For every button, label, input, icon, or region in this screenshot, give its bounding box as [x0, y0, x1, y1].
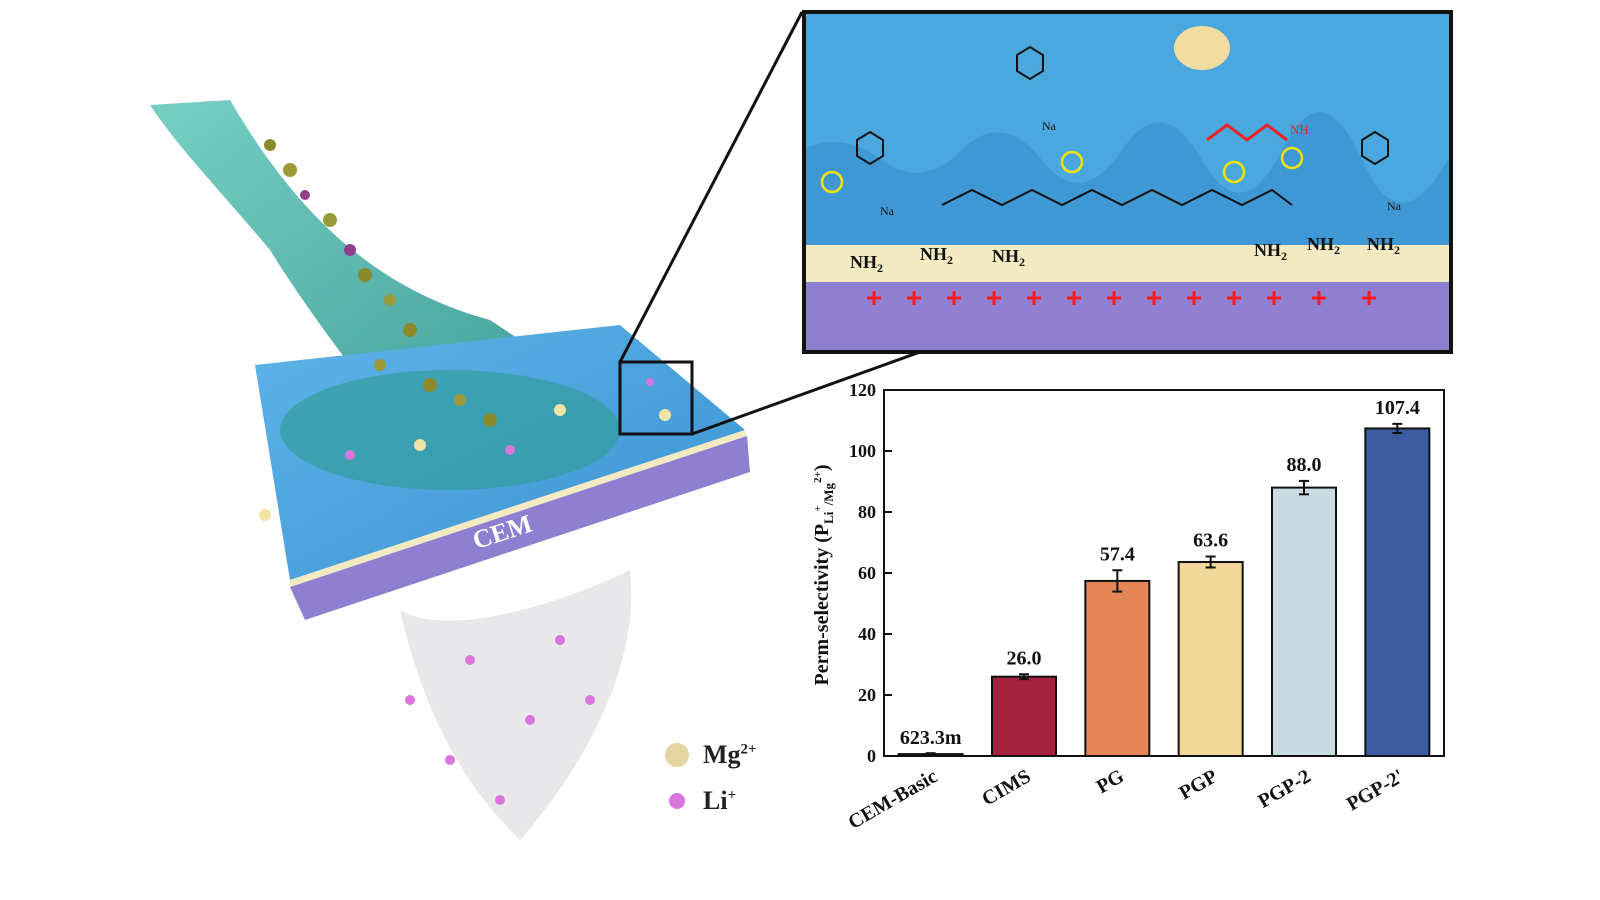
mg-ion-icon — [665, 743, 689, 767]
splash — [280, 370, 620, 490]
y-tick-label: 120 — [849, 380, 876, 400]
bars — [897, 427, 1431, 758]
plot-frame — [883, 389, 1445, 757]
y-tick-label: 60 — [858, 563, 876, 583]
bar — [1084, 579, 1151, 757]
negative-charge-markers — [820, 146, 1304, 194]
svg-text:NH2: NH2 — [1307, 234, 1340, 257]
membrane-base — [290, 436, 750, 620]
svg-text:NH2: NH2 — [1254, 240, 1287, 263]
value-label: 88.0 — [1287, 454, 1322, 476]
x-tick-label: CEM-Basic — [845, 765, 942, 834]
legend-item-mg: Mg2+ — [665, 740, 757, 770]
value-label: 57.4 — [1100, 543, 1135, 565]
positive-charge-markers — [867, 291, 1376, 305]
inset-mg-ion — [1174, 26, 1230, 70]
molecular-structure-inset: Na Na Na NH NH2 NH2 NH2 NH2 NH2 NH2 — [802, 10, 1453, 354]
svg-text:NH2: NH2 — [850, 252, 883, 275]
x-tick-label: PG — [1093, 765, 1128, 798]
inset-water-ripples — [802, 112, 1453, 245]
permeate-spray — [400, 570, 632, 840]
y-axis-ticks: 0 20 40 60 80 100 120 — [849, 380, 892, 766]
ion-legend: Mg2+ Li+ — [665, 740, 815, 830]
sulfonate-group: Na — [1016, 45, 1057, 133]
legend-item-li: Li+ — [665, 786, 736, 816]
inset-interlayer — [802, 245, 1453, 285]
x-axis-tick-labels: CEM-Basic CIMS PG PGP PGP-2 PGP-2' — [845, 765, 1408, 834]
inset-base-layer — [802, 282, 1453, 354]
svg-text:NH2: NH2 — [1367, 234, 1400, 257]
membrane-interlayer — [290, 430, 747, 587]
sulfonate-group: Na — [856, 130, 895, 218]
y-tick-label: 80 — [858, 502, 876, 522]
legend-label-li: Li+ — [703, 786, 737, 815]
y-tick-label: 100 — [849, 441, 876, 461]
bar — [991, 675, 1057, 758]
svg-text:Na: Na — [1042, 119, 1057, 133]
y-tick-label: 20 — [858, 685, 876, 705]
bar — [1271, 486, 1337, 757]
inset-polymer-chain — [941, 188, 1293, 207]
value-label: 26.0 — [1007, 647, 1042, 669]
y-tick-label: 40 — [858, 624, 876, 644]
y-axis-label: Perm-selectivity (PLi+/Mg2+) — [811, 465, 836, 686]
li-ion-icon — [669, 793, 685, 809]
svg-text:NH: NH — [1290, 122, 1309, 137]
error-bars — [925, 422, 1403, 757]
membrane-illustration: CEM — [150, 100, 750, 840]
perm-selectivity-chart: 0 20 40 60 80 100 120 623.3m 26.0 57.4 63.6 88.0 10… — [811, 380, 1445, 834]
amine-labels: NH2 NH2 NH2 NH2 NH2 NH2 — [850, 234, 1400, 275]
x-tick-label: PGP-2 — [1254, 765, 1314, 812]
value-label: 107.4 — [1375, 397, 1420, 419]
x-tick-label: PGP — [1176, 765, 1222, 804]
sulfonate-group: Na — [1361, 130, 1402, 213]
svg-text:NH2: NH2 — [992, 246, 1025, 269]
legend-label-mg: Mg2+ — [703, 740, 757, 769]
imine-label: NH — [1290, 122, 1309, 137]
ions — [259, 139, 671, 805]
x-tick-label: CIMS — [978, 765, 1034, 810]
bar — [1177, 561, 1244, 757]
value-label: 623.3m — [900, 727, 962, 749]
svg-text:Na: Na — [880, 204, 895, 218]
bar — [1364, 427, 1431, 758]
inset-imine-bond — [1206, 123, 1288, 142]
svg-text:NH2: NH2 — [920, 244, 953, 267]
value-labels: 623.3m 26.0 57.4 63.6 88.0 107.4 — [900, 397, 1420, 749]
x-tick-label: PGP-2' — [1343, 765, 1408, 815]
y-tick-label: 0 — [867, 746, 876, 766]
svg-text:Na: Na — [1387, 199, 1402, 213]
value-label: 63.6 — [1193, 530, 1228, 552]
inset-frame — [802, 10, 1453, 354]
